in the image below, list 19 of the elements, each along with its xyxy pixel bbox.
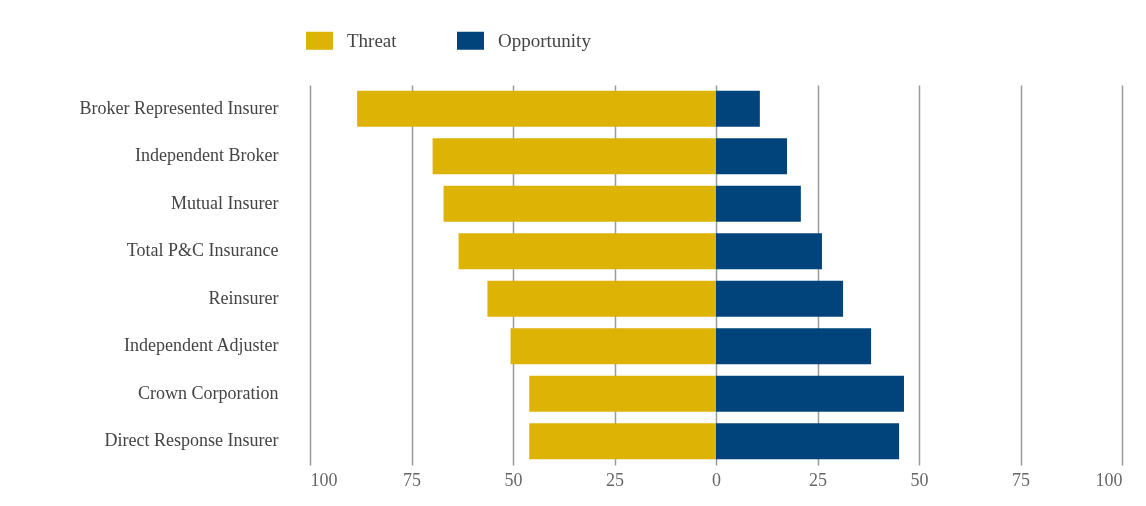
x-tick-label: 0 [712, 469, 721, 490]
legend-label: Opportunity [498, 29, 592, 51]
x-tick-label: 75 [1012, 469, 1030, 490]
legend-label: Threat [347, 29, 398, 51]
x-tick-label: 25 [809, 469, 827, 490]
y-tick-label: Reinsurer [208, 287, 279, 308]
x-tick-label: 100 [310, 469, 338, 490]
y-tick-label: Mutual Insurer [171, 192, 279, 213]
x-tick-label: 75 [403, 469, 421, 490]
y-tick-label: Crown Corporation [138, 382, 279, 403]
x-tick-label: 100 [1095, 469, 1123, 490]
x-tick-label: 50 [910, 469, 929, 490]
y-tick-label: Independent Adjuster [124, 335, 279, 356]
y-tick-label: Broker Represented Insurer [79, 97, 279, 118]
y-tick-label: Independent Broker [135, 145, 279, 166]
y-tick-label: Total P&C Insurance [126, 240, 279, 261]
x-tick-label: 25 [606, 469, 624, 490]
y-tick-label: Direct Response Insurer [104, 430, 279, 451]
x-tick-label: 50 [504, 469, 523, 490]
